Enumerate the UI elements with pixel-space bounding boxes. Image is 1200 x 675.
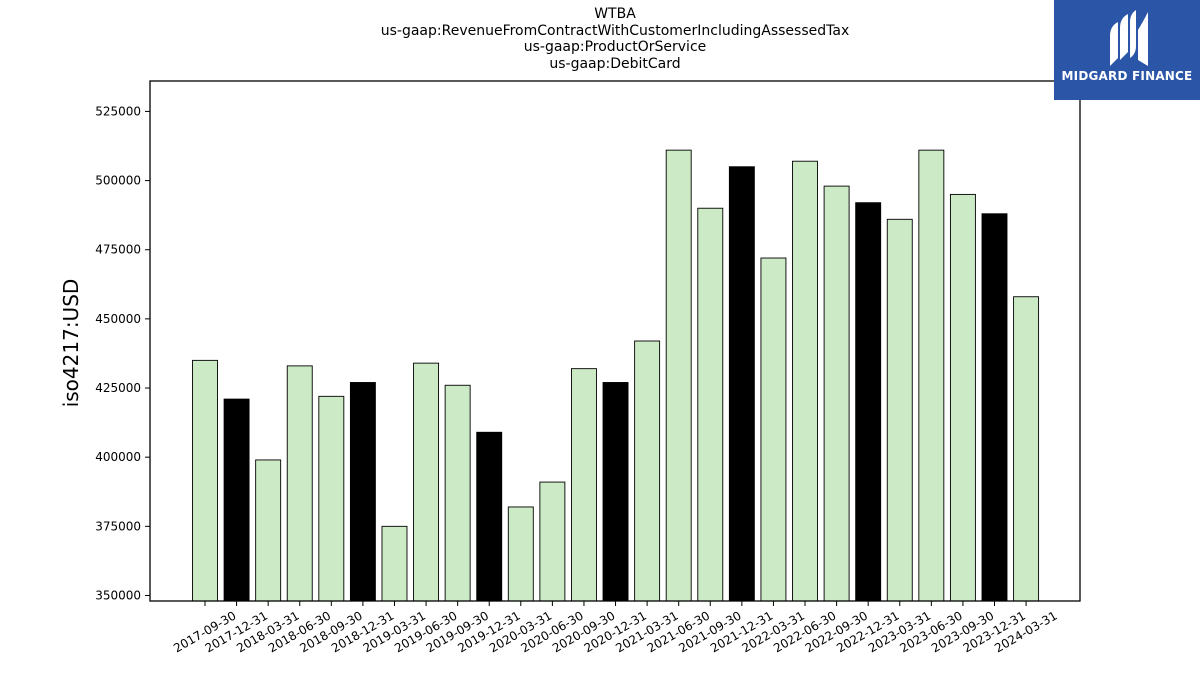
bar-2023-03-31 (886, 218, 913, 602)
y-tick-label: 525000 (95, 104, 141, 118)
bar-2023-09-30 (949, 193, 976, 602)
bar-2022-06-30 (792, 160, 818, 602)
y-tick-label: 400000 (95, 450, 141, 464)
bar-2023-12-31 (981, 213, 1008, 602)
bar-2019-09-30 (444, 384, 471, 602)
chart-subtitle-axis: us-gaap:ProductOrService (523, 39, 707, 56)
y-tick-label: 350000 (95, 588, 141, 602)
bar-2017-12-31 (223, 398, 250, 602)
bar-2021-12-31 (728, 166, 755, 602)
bar-2022-09-30 (823, 185, 850, 602)
bar-2018-03-31 (255, 459, 282, 602)
bar-2019-12-31 (476, 431, 503, 602)
bars-group (192, 149, 1040, 602)
bar-2018-06-30 (286, 365, 313, 602)
bar-2023-06-30 (918, 149, 945, 602)
bar-2020-12-31 (602, 382, 629, 602)
plot-frame (149, 80, 1081, 602)
bar-2019-03-31 (381, 525, 408, 602)
bar-2017-09-30 (192, 359, 218, 602)
bar-2024-03-31 (1013, 296, 1040, 602)
y-axis: 350000 375000 400000 425000 450000 475000 5000… (95, 104, 150, 602)
bar-2019-06-30 (413, 362, 440, 602)
chart-subtitle-concept: us-gaap:RevenueFromContractWithCustomerI… (380, 22, 850, 39)
y-tick-label: 475000 (95, 243, 141, 257)
y-tick-label: 500000 (95, 174, 141, 188)
chart-subtitle-member: us-gaap:DebitCard (549, 55, 681, 72)
midgard-logo-icon (1110, 10, 1148, 66)
x-axis: 2017-09-302017-12-312018-03-312018-06-30… (171, 601, 1060, 655)
bar-2020-09-30 (571, 368, 597, 602)
logo: MIDGARD FINANCE (1054, 0, 1200, 100)
logo-text: MIDGARD FINANCE (1061, 69, 1193, 83)
bar-2018-12-31 (349, 382, 376, 602)
bar-2020-06-30 (539, 481, 566, 602)
bar-2021-06-30 (665, 149, 692, 602)
y-tick-label: 450000 (95, 312, 141, 326)
bar-2022-03-31 (760, 257, 787, 602)
y-tick-label: 375000 (95, 519, 141, 533)
bar-2022-12-31 (855, 202, 882, 602)
chart-titles: WTBA us-gaap:RevenueFromContractWithCust… (0, 6, 1200, 72)
y-axis-label: iso4217:USD (59, 279, 83, 408)
chart-title: WTBA (594, 6, 636, 22)
bar-2021-09-30 (697, 207, 724, 602)
bar-2020-03-31 (507, 506, 534, 602)
bar-2018-09-30 (318, 395, 345, 602)
y-tick-label: 425000 (95, 381, 141, 395)
bar-2021-03-31 (634, 340, 661, 602)
